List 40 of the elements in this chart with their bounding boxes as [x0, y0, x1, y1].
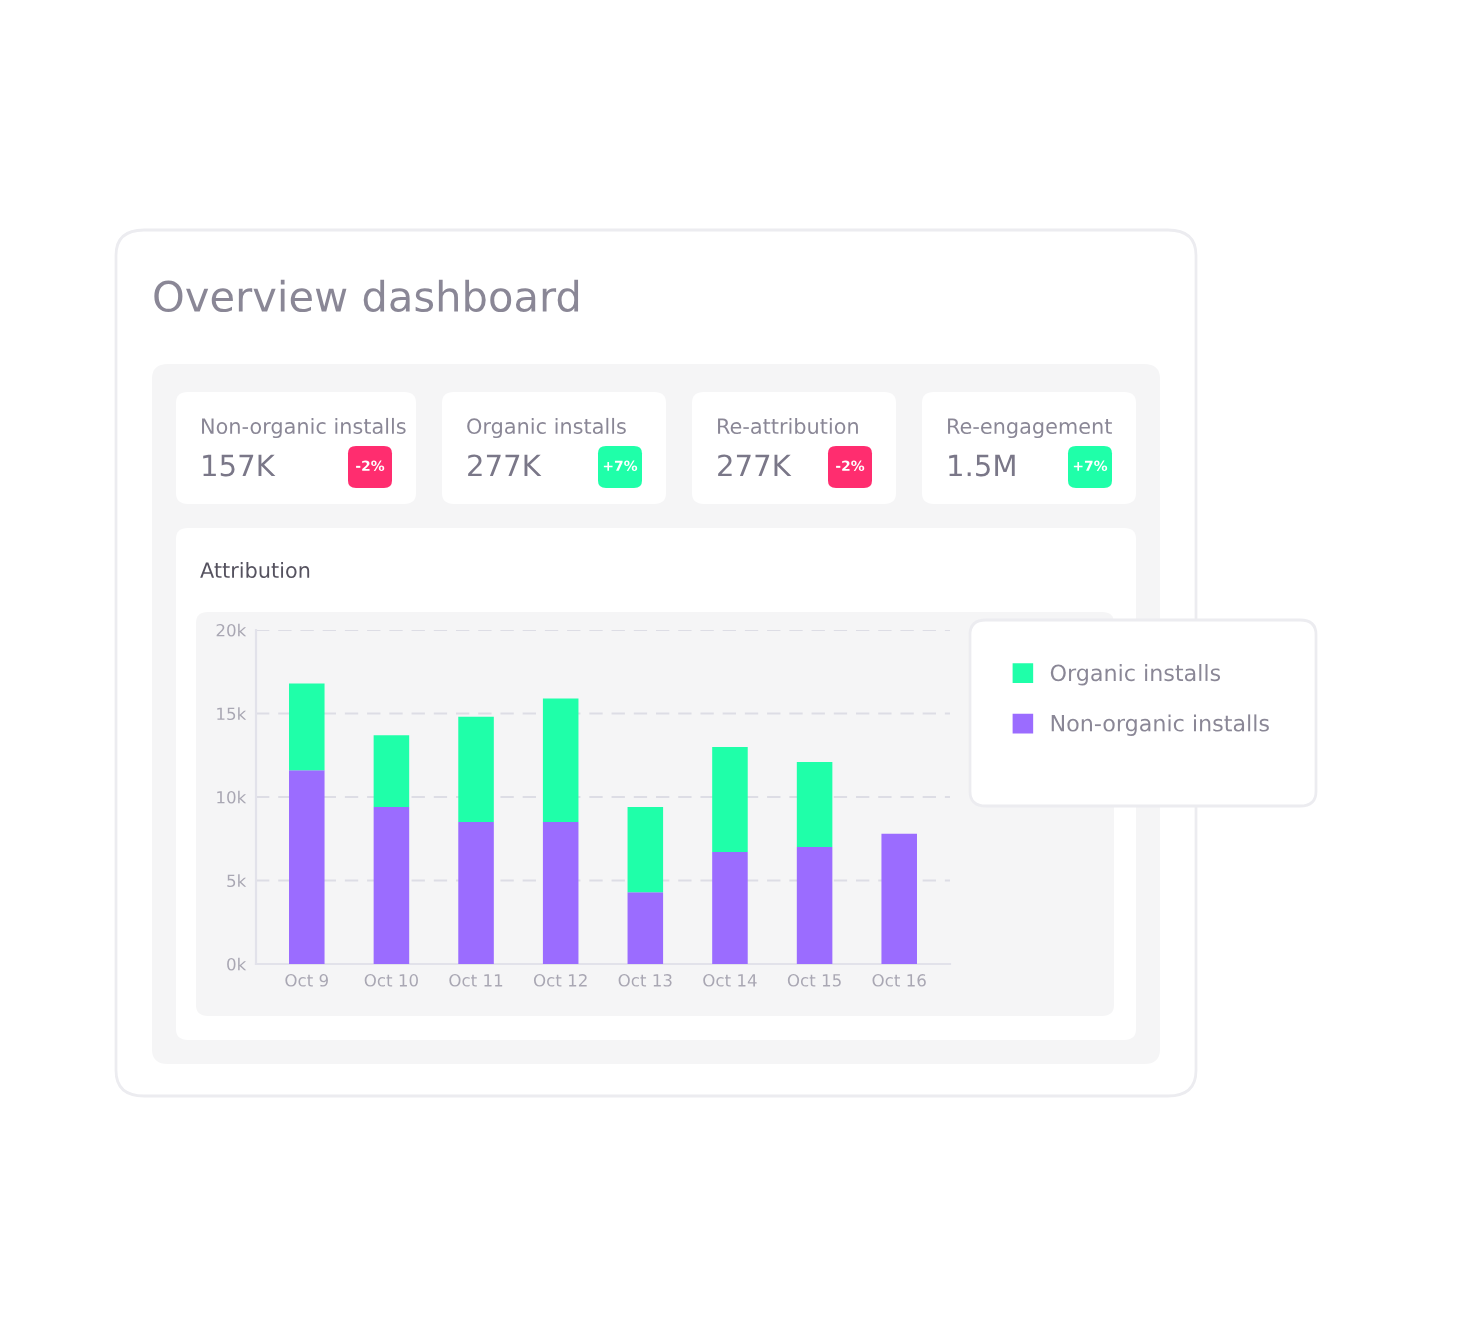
bar: [458, 716, 494, 823]
x-tick-label: Oct 16: [872, 974, 926, 987]
bar: [542, 698, 579, 823]
bar: [796, 847, 833, 964]
bar: [712, 852, 748, 964]
x-tick-label: Oct 10: [364, 974, 418, 987]
text: Organic installs: [467, 417, 626, 439]
legend-label: Non-organic installs: [1051, 714, 1269, 736]
x-tick-label: Oct 14: [703, 974, 757, 987]
text: Re-engagement: [948, 418, 1112, 439]
y-tick-label: 10k: [217, 790, 247, 804]
bar: [458, 822, 494, 964]
bar: [373, 735, 410, 808]
bar: [796, 761, 833, 848]
y-tick-label: 15k: [217, 707, 247, 721]
text: 277K: [468, 454, 542, 477]
bar: [627, 892, 664, 964]
bar: [627, 807, 664, 893]
bar: [289, 770, 325, 964]
x-tick-label: Oct 12: [533, 974, 587, 987]
x-tick-label: Oct 15: [787, 974, 841, 987]
bar: [881, 833, 917, 964]
text: 277K: [718, 454, 792, 477]
text: 157K: [203, 454, 276, 477]
chart-title: Attribution: [200, 561, 310, 579]
x-tick-label: Oct 13: [618, 974, 672, 987]
text: Re-attribution: [718, 417, 858, 435]
bar: [289, 683, 325, 771]
bar: [712, 746, 748, 853]
bar: [373, 807, 410, 964]
text: 1.5M: [949, 454, 1015, 477]
bar: [542, 822, 579, 964]
y-tick-label: 5k: [227, 874, 247, 888]
x-tick-label: Oct 9: [285, 974, 328, 987]
text: Non-organic installs: [202, 417, 406, 439]
x-tick-label: Oct 11: [449, 974, 503, 987]
y-tick-label: 0k: [227, 957, 247, 971]
text: Overview dashboard: [154, 279, 579, 313]
y-tick-label: 20k: [216, 623, 247, 637]
legend-label: Organic installs: [1050, 664, 1221, 686]
